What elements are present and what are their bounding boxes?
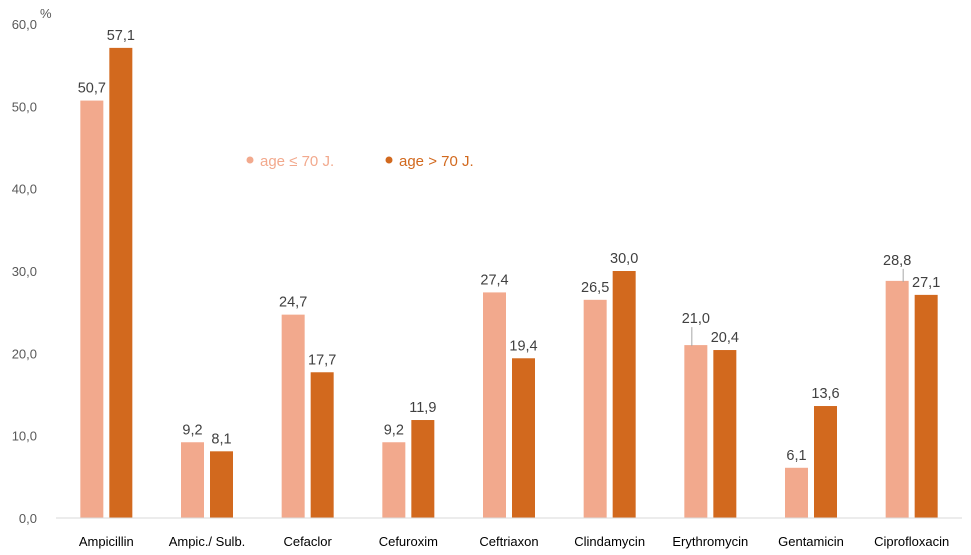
y-tick-label: 10,0	[12, 429, 37, 444]
bar-age-gt-70-clindamycin	[612, 271, 636, 518]
legend-label: age > 70 J.	[399, 153, 474, 170]
bar-age-le-70-ampic-sulb-	[181, 442, 204, 518]
data-label: 27,1	[912, 275, 940, 291]
category-label: Ciprofloxacin	[874, 534, 949, 549]
data-label: 17,7	[308, 352, 336, 368]
data-label: 19,4	[509, 338, 537, 354]
category-label: Cefuroxim	[379, 534, 438, 549]
y-axis: 0,0 10,0 20,0 30,0 40,0 50,0 60,0	[12, 17, 37, 526]
data-label: 6,1	[786, 448, 806, 464]
bar-age-le-70-ampicillin	[80, 100, 104, 518]
data-label: 50,7	[78, 81, 106, 97]
bar-age-le-70-cefuroxim	[382, 442, 406, 518]
y-tick-label: 30,0	[12, 264, 37, 279]
category-label: Ampicillin	[79, 534, 134, 549]
bar-age-gt-70-gentamicin	[814, 406, 837, 518]
bar-age-gt-70-ceftriaxon	[512, 358, 535, 518]
bar-age-gt-70-ampic-sulb-	[210, 451, 233, 518]
data-label: 8,1	[211, 431, 231, 447]
bar-age-le-70-cefaclor	[281, 314, 305, 518]
data-label: 26,5	[581, 280, 609, 296]
bar-age-gt-70-cefuroxim	[411, 420, 435, 518]
data-label: 13,6	[811, 386, 839, 402]
bars	[80, 47, 938, 518]
data-label: 11,9	[409, 400, 436, 416]
category-label: Ceftriaxon	[479, 534, 538, 549]
category-label: Ampic./ Sulb.	[169, 534, 246, 549]
bar-age-le-70-gentamicin	[785, 467, 808, 518]
data-label: 9,2	[182, 422, 202, 438]
y-tick-label: 20,0	[12, 346, 37, 361]
data-label: 28,8	[883, 253, 911, 269]
data-label: 20,4	[711, 330, 739, 346]
data-label: 30,0	[610, 251, 638, 267]
category-labels: Ampicillin Ampic./ Sulb. Cefaclor Cefuroxim…	[79, 534, 949, 549]
bar-age-le-70-clindamycin	[583, 299, 607, 518]
data-label: 9,2	[384, 422, 404, 438]
category-label: Erythromycin	[672, 534, 748, 549]
bar-age-le-70-ciprofloxacin	[885, 280, 909, 518]
y-tick-label: 60,0	[12, 17, 37, 32]
bar-age-gt-70-erythromycin	[713, 350, 737, 518]
legend-marker	[385, 156, 393, 164]
data-label: 21,0	[682, 311, 710, 327]
data-label: 27,4	[480, 272, 508, 288]
bar-age-le-70-ceftriaxon	[483, 292, 506, 518]
bar-age-gt-70-ampicillin	[109, 47, 133, 518]
category-label: Gentamicin	[778, 534, 844, 549]
bar-age-gt-70-cefaclor	[310, 372, 334, 518]
y-tick-label: 0,0	[19, 511, 37, 526]
legend-marker	[246, 156, 254, 164]
bar-age-le-70-erythromycin	[684, 345, 708, 518]
data-label: 57,1	[107, 28, 135, 44]
y-tick-label: 50,0	[12, 99, 37, 114]
legend-label: age ≤ 70 J.	[260, 153, 334, 170]
value-labels: 50,7 57,1 9,2 8,1 24,7 17,7 9,2 11,9 27,4 19,4 26,…	[78, 28, 941, 464]
y-axis-unit-label: %	[40, 6, 52, 21]
category-label: Clindamycin	[574, 534, 645, 549]
category-label: Cefaclor	[283, 534, 332, 549]
data-label: 24,7	[279, 295, 307, 311]
legend: age ≤ 70 J. age > 70 J.	[246, 153, 474, 170]
y-tick-label: 40,0	[12, 182, 37, 197]
bar-age-gt-70-ciprofloxacin	[914, 294, 938, 518]
